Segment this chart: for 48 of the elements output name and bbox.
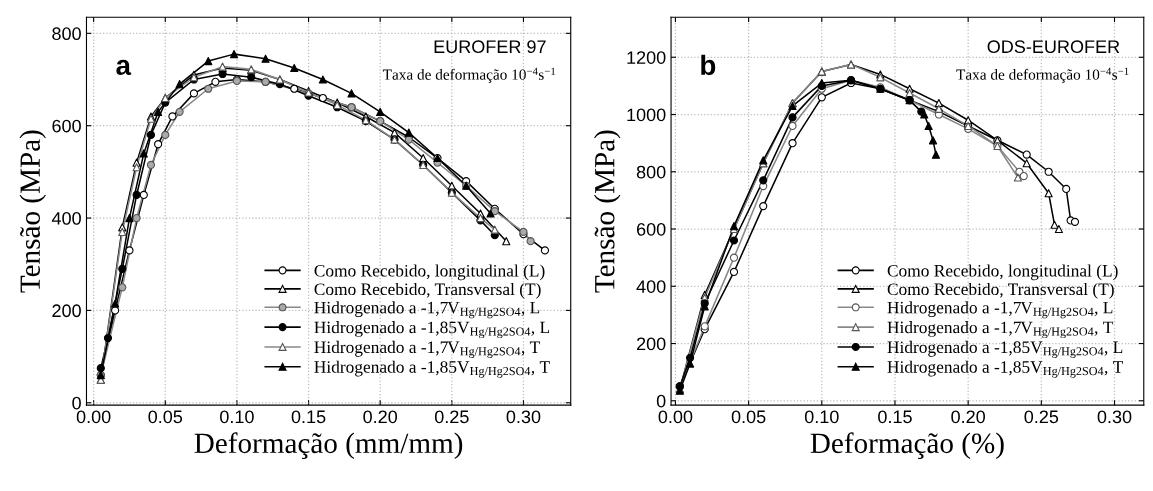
legend-label: Como Recebido, longitudinal (L) xyxy=(314,264,545,281)
legend-label: Hidrogenado a -1,7V$_{Hg/Hg2SO4}$, T xyxy=(314,340,540,358)
annotation: ODS-EUROFER xyxy=(987,40,1120,54)
y-tick-label: 0 xyxy=(656,394,666,408)
x-tick-label: 0.10 xyxy=(220,410,254,424)
y-tick-label: 1000 xyxy=(627,108,666,122)
legend-label: Como Recebido, longitudinal (L) xyxy=(887,264,1118,281)
y-axis-title: Tensão (MPa) xyxy=(594,130,621,293)
y-tick-label: 800 xyxy=(636,165,666,179)
y-axis-title: Tensão (MPa) xyxy=(19,130,46,293)
legend-label: Como Recebido, Transversal (T) xyxy=(887,282,1114,299)
y-tick-label: 800 xyxy=(52,27,81,41)
legend-label: Hidrogenado a -1,7V$_{Hg/Hg2SO4}$, L xyxy=(314,301,540,319)
x-tick-label: 0.05 xyxy=(148,410,183,424)
y-tick-label: 400 xyxy=(51,211,81,225)
x-tick-label: 0.00 xyxy=(658,410,693,424)
x-tick-label: 0.15 xyxy=(291,410,326,424)
y-tick-label: 0 xyxy=(72,396,81,410)
legend-label: Hidrogenado a -1,7V$_{Hg/Hg2SO4}$, L xyxy=(887,301,1113,319)
legend-label: Hidrogenado a -1,85V$_{Hg/Hg2SO4}$, T xyxy=(314,360,550,378)
x-tick-label: 0.00 xyxy=(76,410,111,424)
y-tick-label: 600 xyxy=(636,222,666,236)
y-tick-label: 200 xyxy=(52,304,81,318)
legend-label: Hidrogenado a -1,7V$_{Hg/Hg2SO4}$, T xyxy=(887,321,1114,339)
y-tick-label: 1200 xyxy=(627,51,666,64)
x-tick-label: 0.20 xyxy=(951,410,986,424)
legend-label: Como Recebido, Transversal (T) xyxy=(314,282,541,299)
y-tick-label: 400 xyxy=(636,280,666,293)
x-axis-title: Deformação (%) xyxy=(810,432,1004,460)
legend-label: Hidrogenado a -1,85V$_{Hg/Hg2SO4}$, T xyxy=(887,360,1123,378)
annotation: a xyxy=(116,59,132,76)
annotation: b xyxy=(701,54,716,76)
x-tick-label: 0.30 xyxy=(506,410,541,424)
x-tick-label: 0.20 xyxy=(363,410,398,424)
x-tick-label: 0.25 xyxy=(1024,410,1059,424)
legend-label: Hidrogenado a -1,85V$_{Hg/Hg2SO4}$, L xyxy=(314,321,550,339)
annotation: Taxa de deformação 10$^{−4}$s$^{−1}$ xyxy=(956,67,1129,83)
x-tick-label: 0.25 xyxy=(434,410,469,424)
x-tick-label: 0.30 xyxy=(1097,410,1132,424)
x-tick-label: 0.10 xyxy=(804,410,839,424)
y-tick-label: 600 xyxy=(52,119,81,133)
annotation: Taxa de deformação 10$^{−4}$s$^{−1}$ xyxy=(382,67,556,83)
y-tick-label: 200 xyxy=(636,337,666,351)
x-tick-label: 0.15 xyxy=(878,410,912,424)
legend-label: Hidrogenado a -1,85V$_{Hg/Hg2SO4}$, L xyxy=(887,340,1123,358)
x-axis-title: Deformação (mm/mm) xyxy=(194,432,463,460)
annotation: EUROFER 97 xyxy=(434,40,546,54)
x-tick-label: 0.05 xyxy=(731,410,766,424)
